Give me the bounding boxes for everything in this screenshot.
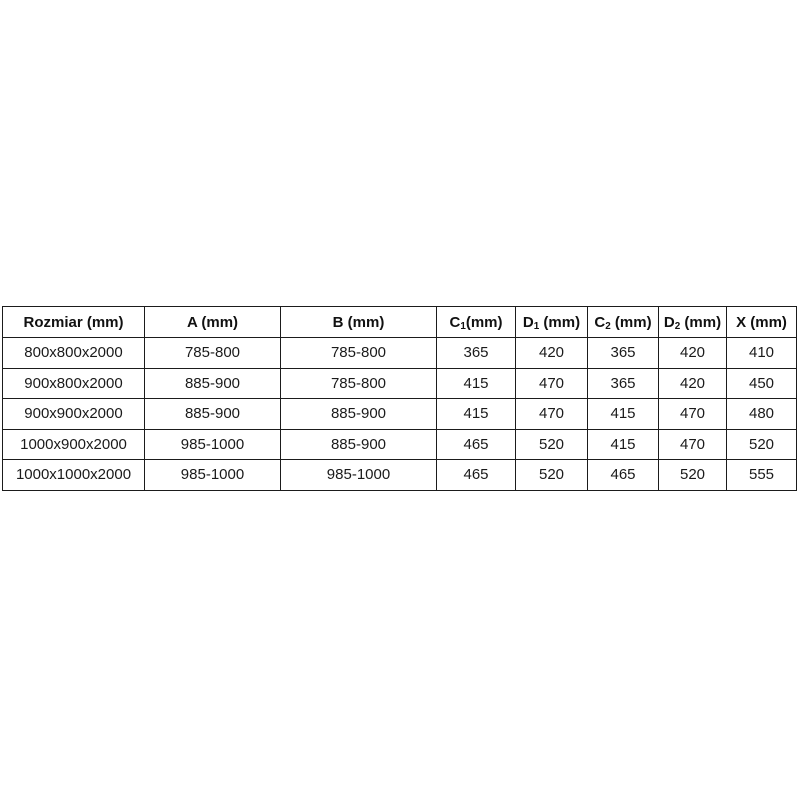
table-cell: 785-800 xyxy=(144,337,281,369)
table-cell: 520 xyxy=(658,459,727,491)
table-cell: 465 xyxy=(436,428,516,460)
table-cell: 985-1000 xyxy=(144,459,281,491)
table-cell: 415 xyxy=(436,367,516,399)
table-cell: 365 xyxy=(436,337,516,369)
table-cell: 470 xyxy=(658,428,727,460)
header-label-suffix: (mm) xyxy=(680,313,722,331)
table-cell: 415 xyxy=(587,428,659,460)
header-label: C xyxy=(594,313,606,331)
table-cell: 465 xyxy=(587,459,659,491)
table-row: 1000x1000x2000 985-1000 985-1000 465 520… xyxy=(2,459,797,491)
table-row: 900x900x2000 885-900 885-900 415 470 415… xyxy=(2,398,797,430)
column-header-d2: D2 (mm) xyxy=(658,306,727,338)
table-cell: 450 xyxy=(726,367,797,399)
table-cell: 365 xyxy=(587,367,659,399)
column-header-x: X (mm) xyxy=(726,306,797,338)
header-row: Rozmiar (mm) A (mm) B (mm) C1(mm) D1 (mm… xyxy=(2,306,797,338)
header-label-suffix: (mm) xyxy=(539,313,581,331)
table-cell: 785-800 xyxy=(280,337,437,369)
size-cell: 1000x900x2000 xyxy=(2,428,145,460)
column-header-c1: C1(mm) xyxy=(436,306,516,338)
table-cell: 465 xyxy=(436,459,516,491)
table-cell: 885-900 xyxy=(144,367,281,399)
table-cell: 520 xyxy=(726,428,797,460)
table-cell: 420 xyxy=(658,367,727,399)
table-cell: 470 xyxy=(515,367,588,399)
table-cell: 470 xyxy=(515,398,588,430)
table-cell: 470 xyxy=(658,398,727,430)
table-row: 800x800x2000 785-800 785-800 365 420 365… xyxy=(2,337,797,369)
header-label: B (mm) xyxy=(332,313,385,331)
table-cell: 420 xyxy=(515,337,588,369)
header-label: X (mm) xyxy=(736,313,787,331)
column-header-a: A (mm) xyxy=(144,306,281,338)
column-header-b: B (mm) xyxy=(280,306,437,338)
table-cell: 985-1000 xyxy=(144,428,281,460)
header-label: D xyxy=(663,313,675,331)
header-subscript: 2 xyxy=(674,320,681,332)
column-header-d1: D1 (mm) xyxy=(515,306,588,338)
header-subscript: 1 xyxy=(460,320,466,332)
table-cell: 365 xyxy=(587,337,659,369)
table-cell: 985-1000 xyxy=(280,459,437,491)
table-row: 1000x900x2000 985-1000 885-900 465 520 4… xyxy=(2,428,797,460)
table-cell: 785-800 xyxy=(280,367,437,399)
table-cell: 520 xyxy=(515,459,588,491)
size-cell: 900x800x2000 xyxy=(2,367,145,399)
header-subscript: 2 xyxy=(605,320,611,332)
table-cell: 885-900 xyxy=(280,398,437,430)
header-label: Rozmiar (mm) xyxy=(23,313,124,331)
table-cell: 885-900 xyxy=(280,428,437,460)
table-cell: 480 xyxy=(726,398,797,430)
header-label: C xyxy=(449,313,461,331)
table-cell: 885-900 xyxy=(144,398,281,430)
table-cell: 415 xyxy=(436,398,516,430)
column-header-rozmiar: Rozmiar (mm) xyxy=(2,306,145,338)
table-cell: 420 xyxy=(658,337,727,369)
dimensions-spec-table: Rozmiar (mm) A (mm) B (mm) C1(mm) D1 (mm… xyxy=(2,306,797,491)
header-subscript: 1 xyxy=(533,320,540,332)
column-header-c2: C2 (mm) xyxy=(587,306,659,338)
header-label-suffix: (mm) xyxy=(610,313,652,331)
table-cell: 520 xyxy=(515,428,588,460)
table-cell: 415 xyxy=(587,398,659,430)
table-cell: 555 xyxy=(726,459,797,491)
size-cell: 800x800x2000 xyxy=(2,337,145,369)
table-row: 900x800x2000 885-900 785-800 415 470 365… xyxy=(2,367,797,399)
size-cell: 1000x1000x2000 xyxy=(2,459,145,491)
header-label: A (mm) xyxy=(186,313,239,331)
size-cell: 900x900x2000 xyxy=(2,398,145,430)
table-cell: 410 xyxy=(726,337,797,369)
header-label-suffix: (mm) xyxy=(465,313,503,331)
header-label: D xyxy=(522,313,534,331)
